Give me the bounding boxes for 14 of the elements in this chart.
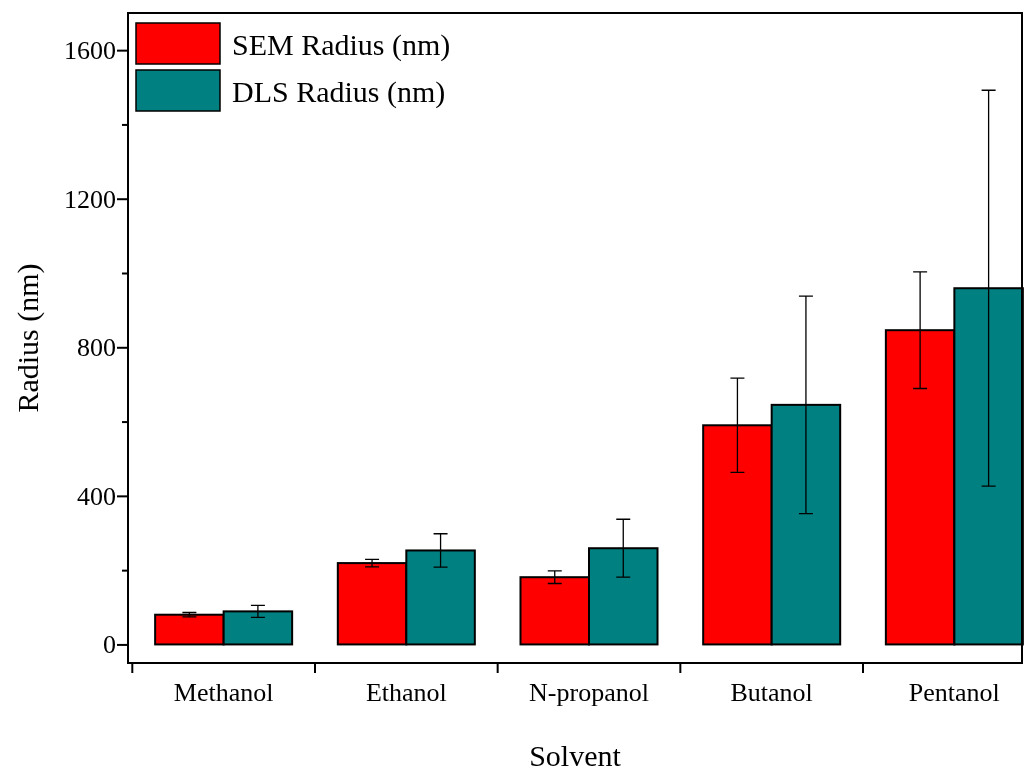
y-tick-label: 1600 (64, 35, 116, 65)
y-tick-label: 0 (103, 630, 116, 660)
x-axis-title: Solvent (529, 739, 622, 772)
y-tick-label: 1200 (64, 184, 116, 214)
x-tick-label: Ethanol (365, 678, 447, 708)
x-tick-label: Methanol (173, 678, 274, 708)
legend-label: DLS Radius (nm) (232, 75, 446, 109)
x-tick-label: Pentanol (908, 678, 1000, 708)
y-tick-label: 800 (77, 333, 116, 363)
legend-label: SEM Radius (nm) (232, 28, 451, 62)
x-tick-label: N-propanol (529, 678, 649, 708)
y-tick-label: 400 (77, 481, 116, 511)
y-axis-title: Radius (nm) (11, 263, 45, 413)
x-tick-label: Butanol (730, 678, 813, 708)
